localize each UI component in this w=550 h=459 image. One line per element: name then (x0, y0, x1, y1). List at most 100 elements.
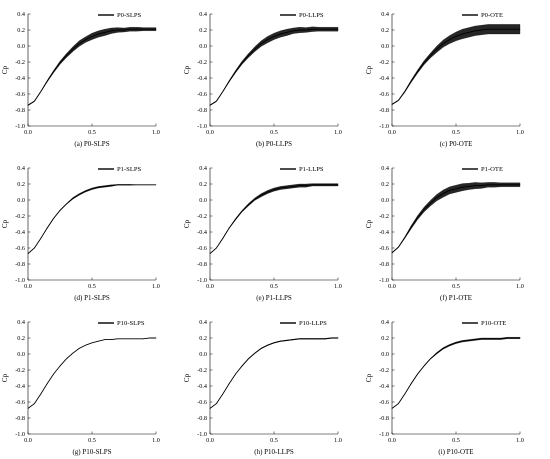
data-point (248, 204, 249, 206)
data-point (299, 338, 300, 340)
data-point (78, 348, 80, 349)
data-point (430, 55, 431, 56)
data-point (337, 28, 339, 30)
data-point (513, 28, 514, 30)
chart-panel: 0.40.20.0-0.2-0.4-0.6-0.8-1.00.0 0.5 1.0Cp… (365, 165, 524, 302)
data-point (519, 28, 521, 30)
data-point (228, 80, 230, 82)
data-point (404, 91, 406, 92)
data-point (513, 337, 514, 339)
x-tick-label: 0.0 (206, 437, 214, 444)
y-tick-label: -1.0 (379, 277, 389, 284)
y-axis-label: Cp (183, 373, 191, 382)
data-point (209, 253, 211, 254)
data-point (500, 28, 502, 30)
y-tick-label: -0.8 (197, 415, 207, 422)
chart-panel: 0.40.20.0-0.2-0.4-0.6-0.8-1.00.0 0.5 1.0Cp… (183, 165, 342, 302)
data-point (430, 358, 431, 360)
y-tick-label: -0.8 (197, 107, 207, 114)
x-tick-label: 1.0 (516, 437, 524, 444)
data-point (142, 338, 144, 340)
data-point (474, 30, 476, 32)
data-point (59, 365, 61, 367)
data-point (46, 383, 48, 384)
data-point (91, 36, 93, 37)
y-tick-label: 0.2 (381, 27, 389, 34)
data-point (519, 184, 521, 186)
x-tick-label: 0.5 (88, 129, 96, 136)
series-line (209, 337, 338, 409)
y-tick-label: -1.0 (379, 431, 389, 438)
x-tick-label: 0.0 (388, 129, 396, 136)
series-line (27, 28, 156, 106)
data-point (468, 186, 470, 187)
y-tick-label: -0.8 (15, 107, 25, 114)
data-point (209, 104, 211, 106)
data-point (337, 337, 339, 339)
data-point (423, 365, 425, 367)
y-tick-label: 0.2 (381, 181, 389, 188)
y-tick-label: -0.4 (197, 229, 207, 236)
data-point (123, 184, 125, 186)
data-point (305, 185, 307, 186)
data-point (436, 48, 438, 50)
data-point (481, 185, 482, 186)
series-oscillation-band (391, 182, 521, 254)
data-point (130, 28, 131, 30)
data-point (305, 338, 307, 340)
legend-label: P10-LLPS (299, 320, 327, 327)
data-point (318, 184, 320, 186)
y-tick-label: 0.0 (199, 43, 207, 50)
data-point (267, 39, 268, 40)
data-point (513, 184, 514, 186)
y-tick-label: 0.4 (17, 319, 25, 326)
panel-caption: (e) P1-LLPS (256, 294, 292, 302)
data-point (455, 342, 457, 344)
y-tick-label: 0.0 (381, 197, 389, 204)
chart-panel: 0.40.20.0-0.2-0.4-0.6-0.8-1.00.0 0.5 1.0Cp… (183, 11, 342, 148)
data-point (481, 29, 482, 31)
series-line (209, 28, 338, 106)
y-axis-label: Cp (1, 219, 9, 228)
data-point (98, 340, 99, 342)
data-point (318, 28, 320, 30)
x-tick-label: 0.5 (452, 283, 460, 290)
y-tick-label: 0.4 (199, 165, 207, 172)
data-point (312, 28, 313, 30)
chart-panel: 0.40.20.0-0.2-0.4-0.6-0.8-1.00.0 0.5 1.0Cp… (365, 319, 524, 459)
data-point (410, 226, 412, 228)
data-point (78, 194, 80, 195)
y-tick-label: -1.0 (15, 123, 25, 130)
data-point (130, 338, 131, 340)
y-tick-label: -0.2 (197, 367, 207, 374)
y-tick-label: 0.0 (17, 197, 25, 204)
data-point (404, 393, 406, 395)
y-tick-label: -0.2 (15, 367, 25, 374)
data-point (417, 71, 418, 72)
data-point (410, 80, 412, 82)
legend-label: P10-SLPS (117, 320, 145, 327)
data-point (462, 186, 463, 188)
x-tick-label: 0.0 (24, 437, 32, 444)
data-point (91, 188, 93, 190)
series-oscillation-band (27, 27, 157, 106)
data-point (72, 48, 74, 50)
data-point (72, 198, 74, 199)
data-point (110, 185, 112, 186)
series-oscillation-band (27, 184, 156, 254)
y-tick-label: -1.0 (15, 431, 25, 438)
data-point (110, 339, 112, 340)
y-tick-label: 0.0 (381, 43, 389, 50)
y-tick-label: 0.4 (381, 11, 389, 18)
data-point (449, 344, 450, 346)
data-point (260, 194, 262, 196)
data-point (110, 30, 112, 32)
data-point (46, 227, 48, 229)
x-tick-label: 0.5 (270, 129, 278, 136)
data-point (104, 32, 106, 33)
data-point (235, 218, 236, 220)
x-tick-label: 0.5 (452, 129, 460, 136)
y-axis-label: Cp (1, 65, 9, 74)
data-point (104, 186, 106, 187)
